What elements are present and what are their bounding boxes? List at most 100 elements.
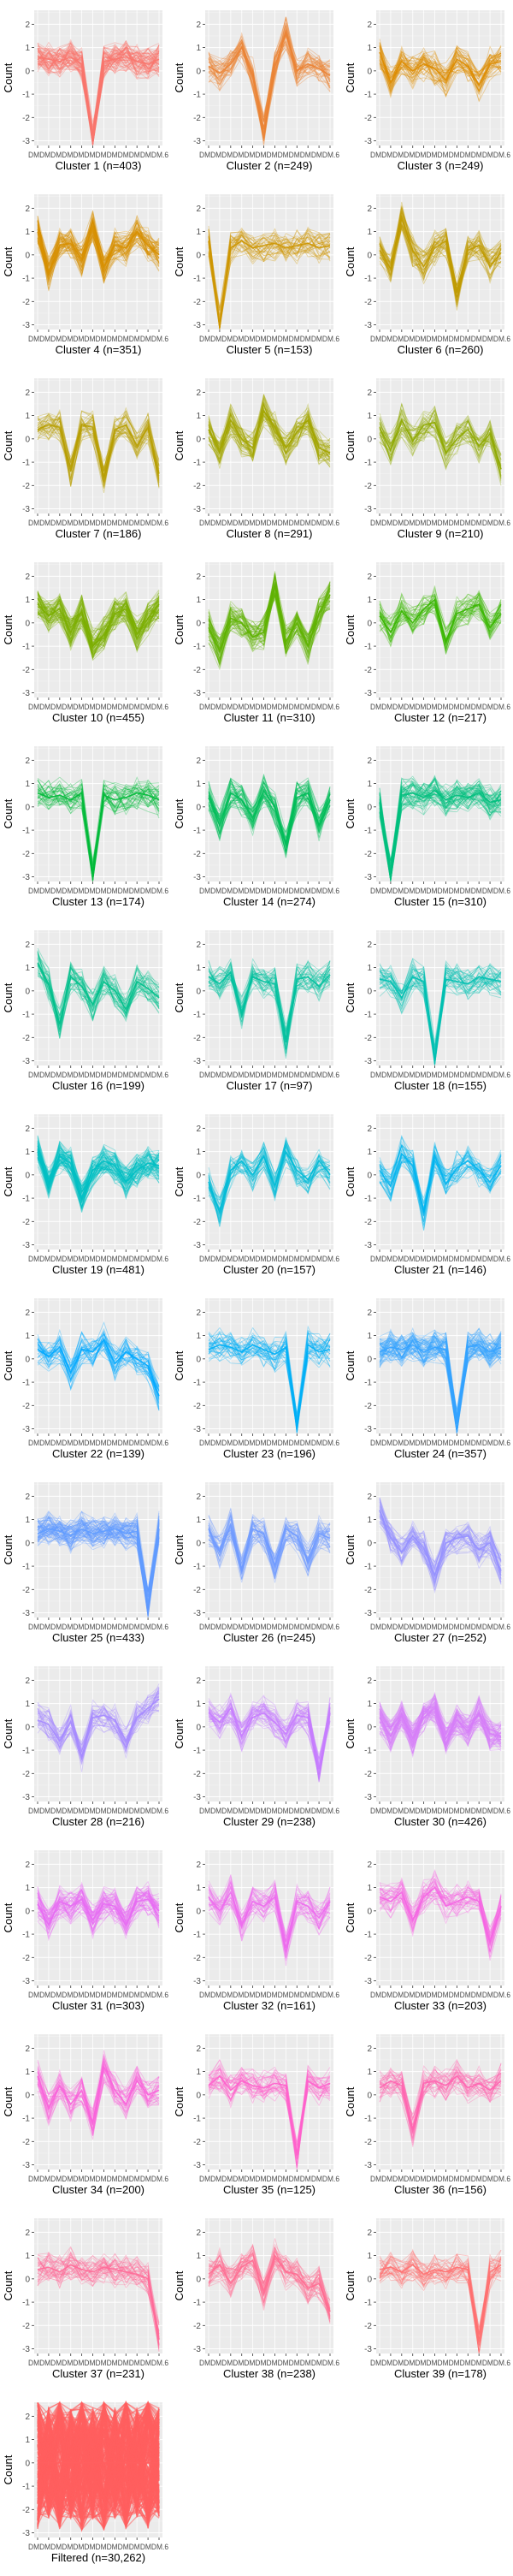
series-line — [37, 1520, 160, 1609]
series-line — [208, 16, 331, 141]
series-line — [208, 1891, 331, 1955]
series-line — [379, 1336, 502, 1433]
x-tick-labels: DMDMDMDMDMDMDMDMDMDMDMDM.6 — [28, 1623, 168, 1631]
series-line — [37, 47, 160, 133]
y-tick-label: 0 — [367, 1539, 372, 1548]
series-line — [37, 1140, 160, 1208]
series-line — [37, 229, 160, 283]
series-line — [37, 2065, 160, 2134]
y-tick-label: 0 — [25, 1907, 30, 1916]
series-line — [37, 2257, 160, 2324]
series-line — [379, 597, 502, 656]
series-line — [379, 225, 502, 287]
y-tick-label: 0 — [196, 1539, 201, 1548]
series-line — [208, 31, 331, 118]
series-line — [37, 591, 160, 634]
series-line — [37, 950, 160, 1017]
series-line — [379, 1882, 502, 1934]
series-line — [379, 207, 502, 302]
series-line — [208, 1336, 331, 1417]
series-line — [208, 1701, 331, 1760]
panel-background — [205, 378, 333, 513]
series-line — [37, 2257, 160, 2341]
series-line — [208, 1703, 331, 1769]
series-line — [208, 577, 331, 650]
series-line — [379, 784, 502, 869]
series-line — [379, 2257, 502, 2353]
series-line — [379, 1695, 502, 1754]
series-line — [379, 1502, 502, 1571]
y-tick-label: 0 — [196, 2275, 201, 2284]
series-line — [208, 1694, 331, 1759]
series-line — [37, 598, 160, 658]
series-line — [37, 1897, 160, 1934]
series-line — [208, 2253, 331, 2319]
series-line — [379, 1331, 502, 1419]
series-line — [208, 969, 331, 1054]
series-line — [37, 1695, 160, 1760]
y-tick-label: 1 — [25, 2436, 30, 2445]
y-tick-label: -3 — [193, 1425, 201, 1434]
series-line — [379, 2071, 502, 2126]
series-line — [379, 1332, 502, 1410]
series-line — [379, 1707, 502, 1752]
series-line — [37, 2071, 160, 2124]
series-line — [208, 2253, 331, 2311]
series-line — [379, 2069, 502, 2139]
panel-caption: Cluster 20 (n=157) — [223, 1263, 315, 1276]
y-tick-label: -2 — [193, 850, 201, 859]
y-tick-label: -2 — [22, 482, 30, 491]
series-line — [208, 2069, 331, 2160]
cluster-chart: -3-2-1012DMDMDMDMDMDMDMDMDMDMDMDM.6Count… — [344, 562, 510, 724]
series-line — [379, 1875, 502, 1952]
series-line — [208, 781, 331, 845]
series-line — [379, 780, 502, 864]
mean-profile-line — [379, 1886, 502, 1946]
y-tick-label: -1 — [193, 2115, 201, 2124]
series-line — [208, 1515, 331, 1574]
series-line — [208, 2258, 331, 2315]
series-line — [37, 952, 160, 1018]
panel-background — [34, 562, 162, 697]
y-axis-title: Count — [344, 1166, 357, 1196]
series-line — [379, 1522, 502, 1566]
series-line — [208, 1893, 331, 1935]
series-line — [37, 950, 160, 1010]
series-line — [37, 408, 160, 472]
y-tick-label: -3 — [193, 689, 201, 698]
series-line — [37, 1519, 160, 1608]
series-line — [208, 27, 331, 139]
series-line — [379, 45, 502, 91]
series-line — [379, 1515, 502, 1582]
series-line — [379, 227, 502, 311]
y-tick-label: -1 — [364, 1195, 372, 1204]
series-line — [208, 238, 331, 324]
series-line — [37, 964, 160, 1027]
y-tick-label: 0 — [367, 1907, 372, 1916]
series-line — [37, 947, 160, 1036]
series-line — [379, 1893, 502, 1958]
series-line — [208, 2245, 331, 2312]
series-line — [379, 221, 502, 302]
series-line — [379, 2069, 502, 2140]
series-line — [37, 1889, 160, 1937]
y-tick-label: 2 — [25, 573, 30, 582]
x-tick-labels: DMDMDMDMDMDMDMDMDMDMDMDM.6 — [370, 335, 510, 343]
y-axis-title: Count — [2, 798, 15, 828]
series-line — [379, 782, 502, 864]
y-tick-label: 1 — [367, 2068, 372, 2077]
y-axis-title: Count — [344, 430, 357, 460]
panel-background — [376, 194, 504, 329]
series-line — [379, 1517, 502, 1584]
series-line — [208, 234, 331, 312]
y-tick-label: 0 — [367, 1355, 372, 1364]
series-line — [208, 1158, 331, 1220]
cluster-chart: -3-2-1012DMDMDMDMDMDMDMDMDMDMDMDM.6Count… — [344, 2218, 510, 2380]
series-line — [37, 1894, 160, 1938]
series-line — [37, 1335, 160, 1403]
y-tick-label: -2 — [193, 114, 201, 123]
y-tick-label: 0 — [367, 2275, 372, 2284]
y-tick-label: -1 — [193, 1563, 201, 1572]
mean-profile-line — [208, 1890, 331, 1949]
y-tick-label: 2 — [25, 941, 30, 950]
